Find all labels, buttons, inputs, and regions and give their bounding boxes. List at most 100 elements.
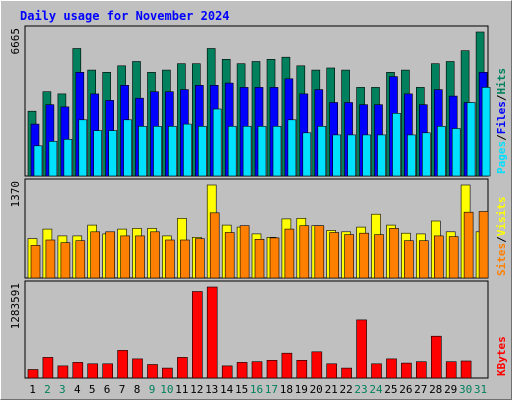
bar-sites-day-7 [120, 235, 130, 279]
bar-kbytes-day-9 [147, 364, 158, 379]
bar-sites-day-8 [135, 235, 145, 279]
bar-kbytes-day-2 [42, 357, 54, 379]
x-tick-label-19: 19 [295, 383, 308, 396]
x-tick-label-25: 25 [384, 383, 397, 396]
x-tick-label-7: 7 [119, 383, 126, 396]
bar-kbytes-day-24 [371, 363, 382, 379]
bar-sites-day-27 [418, 240, 429, 279]
bar-sites-day-6 [105, 231, 115, 279]
bar-sites-day-25 [389, 228, 399, 279]
bar-kbytes-day-16 [251, 361, 263, 379]
bar-kbytes-day-29 [445, 361, 457, 379]
panel-1-ymax-label: 6665 [9, 28, 22, 55]
bar-kbytes-day-15 [236, 362, 248, 379]
bar-kbytes-day-26 [401, 362, 412, 379]
bar-kbytes-day-12 [192, 291, 203, 379]
x-tick-label-13: 13 [205, 383, 218, 396]
x-tick-label-30: 30 [459, 383, 472, 396]
bar-pages-day-3 [63, 139, 73, 177]
x-tick-label-21: 21 [325, 383, 338, 396]
bar-sites-day-19 [299, 225, 310, 279]
x-tick-label-26: 26 [399, 383, 412, 396]
bar-kbytes-day-19 [296, 359, 308, 379]
bar-sites-day-31 [478, 211, 489, 279]
bar-kbytes-day-27 [415, 361, 427, 379]
bar-kbytes-day-8 [132, 358, 143, 379]
x-tick-label-16: 16 [250, 383, 263, 396]
bar-kbytes-day-21 [326, 363, 338, 379]
bar-sites-day-14 [224, 232, 235, 279]
bar-sites-day-5 [90, 231, 100, 279]
bar-sites-day-28 [433, 235, 444, 279]
bar-sites-day-13 [209, 212, 220, 279]
bar-sites-day-30 [463, 211, 474, 279]
legend-word: Visits [495, 197, 508, 237]
bar-sites-day-23 [359, 232, 369, 279]
panel-3-ymax-label: 1283591 [9, 283, 22, 329]
legend-word: Files [495, 101, 508, 134]
bar-pages-day-7 [123, 119, 132, 177]
bar-sites-day-1 [30, 245, 41, 279]
bar-sites-day-21 [329, 232, 340, 279]
bar-kbytes-day-22 [341, 367, 352, 379]
bar-pages-day-18 [287, 119, 297, 177]
x-tick-label-27: 27 [414, 383, 427, 396]
bar-pages-day-15 [242, 126, 252, 177]
legend-word: Sites [495, 243, 508, 276]
x-tick-label-29: 29 [444, 383, 457, 396]
x-tick-label-1: 1 [29, 383, 36, 396]
bar-kbytes-day-3 [57, 365, 69, 379]
bar-sites-day-3 [60, 242, 71, 279]
bar-pages-day-31 [481, 87, 491, 177]
bar-pages-day-9 [153, 126, 162, 177]
x-tick-label-6: 6 [104, 383, 111, 396]
x-tick-label-15: 15 [235, 383, 248, 396]
bar-kbytes-day-30 [460, 360, 472, 379]
bar-kbytes-day-6 [102, 363, 113, 379]
x-tick-label-4: 4 [74, 383, 81, 396]
bar-pages-day-28 [436, 126, 446, 177]
bar-pages-day-5 [93, 130, 102, 177]
bar-kbytes-day-10 [162, 367, 173, 379]
x-tick-label-24: 24 [369, 383, 383, 396]
panel-3-legend: KBytes [495, 336, 508, 376]
bar-pages-day-2 [48, 141, 58, 177]
bar-sites-day-16 [254, 239, 265, 279]
bar-kbytes-day-28 [430, 335, 442, 379]
bar-kbytes-day-4 [72, 362, 84, 379]
bar-pages-day-24 [377, 134, 386, 177]
bar-sites-day-18 [284, 228, 295, 279]
bar-pages-day-25 [392, 113, 401, 177]
bar-kbytes-day-13 [206, 286, 218, 379]
bar-sites-day-4 [75, 240, 86, 279]
bar-pages-day-27 [421, 132, 431, 177]
x-tick-label-23: 23 [354, 383, 367, 396]
panel-2-ymax-label: 1370 [9, 181, 22, 208]
bar-sites-day-24 [374, 234, 384, 279]
x-tick-label-5: 5 [89, 383, 96, 396]
bar-pages-day-10 [168, 126, 177, 177]
bar-pages-day-1 [33, 145, 43, 177]
bar-sites-day-29 [448, 236, 459, 279]
x-tick-label-8: 8 [134, 383, 141, 396]
bar-pages-day-12 [198, 126, 207, 177]
legend-word: KBytes [495, 336, 508, 376]
x-tick-label-22: 22 [339, 383, 352, 396]
bar-kbytes-day-25 [386, 358, 397, 379]
bar-pages-day-26 [407, 134, 416, 177]
bar-kbytes-day-23 [356, 319, 367, 379]
x-tick-label-12: 12 [190, 383, 203, 396]
x-tick-label-11: 11 [175, 383, 188, 396]
bar-sites-day-20 [314, 225, 325, 279]
bar-pages-day-8 [138, 126, 147, 177]
bar-kbytes-day-7 [117, 350, 128, 379]
bar-sites-day-2 [45, 239, 56, 279]
legend-word: Hits [495, 68, 508, 95]
bar-sites-day-12 [195, 238, 205, 279]
bar-pages-day-17 [272, 126, 282, 177]
bar-sites-day-26 [404, 240, 414, 279]
panel-1-legend: Pages/Files/Hits [495, 68, 508, 174]
legend-word: Pages [495, 141, 508, 174]
